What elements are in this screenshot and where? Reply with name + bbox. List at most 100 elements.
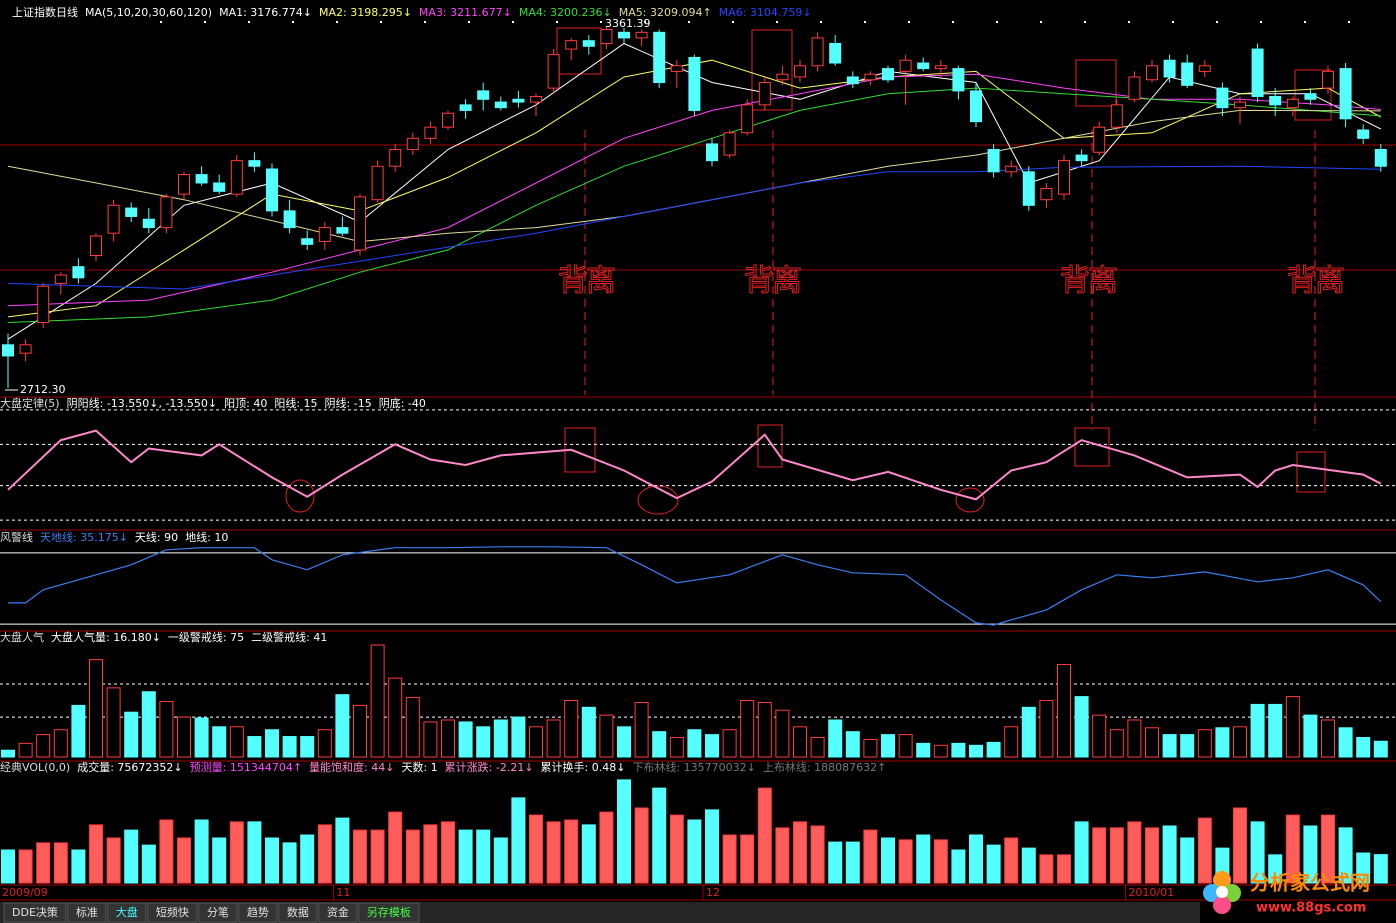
bar xyxy=(36,842,51,884)
bar xyxy=(1145,827,1159,884)
bar xyxy=(845,731,860,758)
annotation-box xyxy=(556,27,602,75)
bar xyxy=(405,829,420,884)
marker-dot xyxy=(644,21,646,23)
legend-label: MA6: 3104.759↓ xyxy=(719,6,812,19)
bar xyxy=(71,704,86,758)
legend-label: MA2: 3198.295↓ xyxy=(319,6,412,19)
tab[interactable]: 分笔 xyxy=(198,902,238,923)
bar xyxy=(247,736,262,758)
marker-dot xyxy=(732,21,734,23)
tab[interactable]: 趋势 xyxy=(238,902,278,923)
bar xyxy=(863,738,878,758)
tab[interactable]: 资金 xyxy=(318,902,358,923)
bar xyxy=(757,701,772,758)
candle-body xyxy=(248,160,261,167)
tab[interactable]: 大盘 xyxy=(107,902,147,923)
bar xyxy=(1127,821,1142,884)
tab-label[interactable]: 趋势 xyxy=(247,906,269,919)
bar xyxy=(493,837,508,884)
candle-body xyxy=(582,40,595,47)
candle-body xyxy=(706,143,718,162)
x-tick-label: 2009/09 xyxy=(2,886,48,899)
bar xyxy=(599,811,614,884)
bar xyxy=(18,742,33,758)
candle-body xyxy=(811,37,824,67)
tab[interactable]: 短频快 xyxy=(147,902,198,923)
bar xyxy=(951,742,966,758)
bar xyxy=(1250,703,1265,758)
tab-label[interactable]: 分笔 xyxy=(207,905,229,919)
bar xyxy=(124,829,139,884)
bar xyxy=(1197,817,1212,884)
candle-body xyxy=(934,65,947,70)
bar xyxy=(881,837,895,884)
bar xyxy=(493,719,508,758)
candle-body xyxy=(970,90,982,123)
legend-label: 天地线: 35.175↓ xyxy=(40,530,128,544)
tab-label[interactable]: 标准 xyxy=(76,905,98,919)
bar xyxy=(1,749,15,758)
marker-dot xyxy=(1260,21,1262,23)
bar xyxy=(1004,726,1019,758)
candle-body xyxy=(459,104,472,111)
legend-label: 二级警戒线: 41 xyxy=(251,630,327,644)
bar xyxy=(212,837,227,884)
legend-label: MA4: 3200.236↓ xyxy=(519,6,612,19)
bar xyxy=(71,849,86,884)
bar xyxy=(687,729,702,758)
bar xyxy=(423,721,438,758)
bar xyxy=(335,694,350,758)
bar xyxy=(423,824,438,884)
bar xyxy=(1250,821,1265,884)
tab[interactable]: 标准 xyxy=(67,902,107,923)
candle-body xyxy=(1163,59,1176,78)
candle-body xyxy=(19,344,32,354)
tab[interactable]: DDE决策 xyxy=(3,902,67,923)
candle-body xyxy=(1269,95,1282,106)
bar xyxy=(599,714,614,758)
bar xyxy=(969,744,983,758)
candle-body xyxy=(600,29,613,44)
tab[interactable]: 数据 xyxy=(278,902,318,923)
candle-body xyxy=(1022,171,1035,206)
candle-body xyxy=(547,54,560,89)
marker-dot xyxy=(204,21,206,23)
candle-body xyxy=(318,227,331,243)
bar xyxy=(1057,663,1071,758)
tab-background xyxy=(107,902,147,923)
legend-label: 上布林线: 188087632↑ xyxy=(763,760,886,774)
tab-label[interactable]: 资金 xyxy=(327,905,349,919)
bar xyxy=(405,697,420,758)
tab-background xyxy=(198,902,238,923)
candle-body xyxy=(776,73,789,81)
bar xyxy=(353,704,367,758)
candle-body xyxy=(1110,104,1123,128)
candle-body xyxy=(301,238,314,245)
tab-label[interactable]: 短频快 xyxy=(156,905,189,919)
annotation: 背离 xyxy=(744,264,801,299)
tab-label[interactable]: DDE决策 xyxy=(12,905,58,919)
tab[interactable]: 另存模板 xyxy=(358,902,420,923)
bar xyxy=(388,677,403,758)
annotation-box xyxy=(1296,451,1326,493)
tab-label[interactable]: 数据 xyxy=(287,905,309,919)
bar xyxy=(1004,837,1019,884)
bar xyxy=(335,817,350,884)
candle-body xyxy=(618,31,630,39)
bar xyxy=(106,837,121,884)
tab-label[interactable]: 另存模板 xyxy=(367,905,411,919)
candle-body xyxy=(565,40,578,50)
tab-background xyxy=(67,902,107,923)
bar xyxy=(1268,703,1283,758)
legend-label: 天线: 90 xyxy=(135,530,178,544)
bar xyxy=(581,706,596,758)
logo-url: www.88gs.com xyxy=(1256,901,1366,916)
legend-label: 阴底: -40 xyxy=(379,396,426,410)
bar xyxy=(1039,700,1054,758)
tab-label[interactable]: 大盘 xyxy=(116,905,138,919)
candle-body xyxy=(1357,129,1370,139)
bar xyxy=(511,716,526,758)
bar xyxy=(916,742,931,758)
bar xyxy=(282,842,297,884)
